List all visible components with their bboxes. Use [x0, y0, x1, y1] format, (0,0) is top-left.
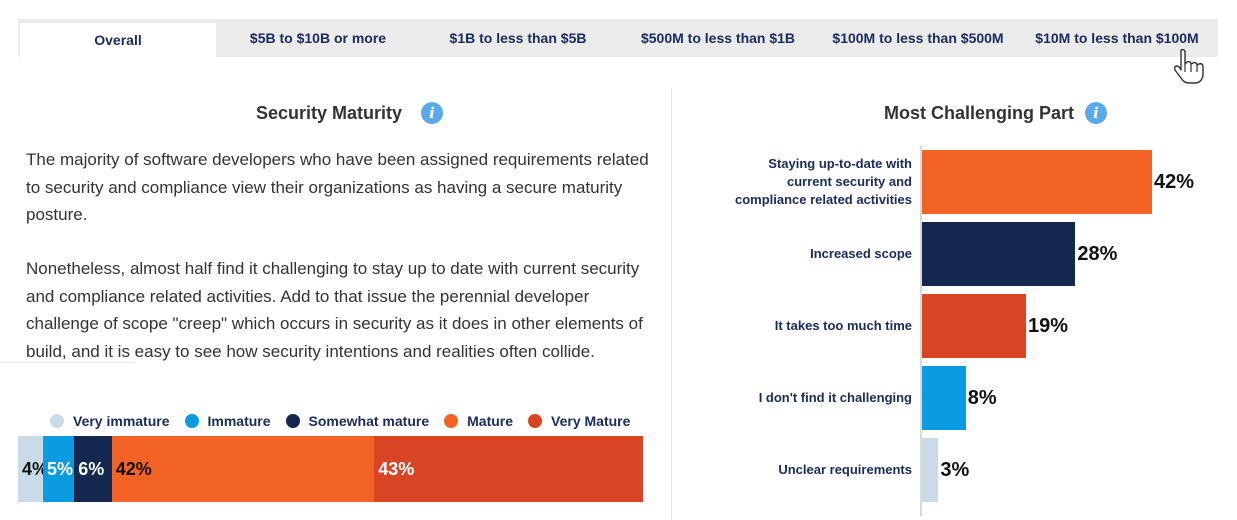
category-label-line: compliance related activities [734, 192, 912, 207]
stack-segment[interactable]: 4% [18, 436, 48, 502]
panel-divider [671, 88, 672, 520]
legend-swatch [285, 414, 300, 428]
maturity-stacked-bar: 4% 5% 6% 42% 43% [18, 436, 643, 502]
legend-label: Very immature [73, 413, 170, 429]
segment-value-label: 42% [115, 459, 152, 479]
segment-value-label: 4% [22, 459, 49, 479]
bar-value-label: 19% [1028, 315, 1069, 337]
info-icon[interactable]: i [1085, 102, 1107, 124]
category-label: Increased scope [700, 245, 912, 263]
category-label: I don't find it challenging [700, 389, 912, 407]
stack-segment[interactable]: 42% [111, 436, 375, 502]
bar-value-label: 28% [1077, 243, 1118, 265]
legend-swatch [50, 414, 64, 428]
legend-label: Very Mature [551, 413, 631, 429]
category-label-line: I don't find it challenging [758, 390, 912, 405]
challenge-bar[interactable] [922, 150, 1152, 214]
category-label: Unclear requirements [700, 461, 912, 479]
category-label-line: It takes too much time [774, 318, 912, 333]
maturity-legend: Very immature Immature Somewhat mature Matu… [50, 411, 645, 431]
tab-500m-to-1b[interactable]: $500M to less than $1B [640, 30, 796, 46]
tab-overall[interactable]: Overall [20, 21, 216, 59]
tab-10m-to-100m[interactable]: $10M to less than $100M [1035, 30, 1199, 46]
legend-label: Mature [467, 413, 514, 429]
challenge-bar[interactable] [922, 222, 1076, 286]
legend-item[interactable]: Very Mature [528, 413, 630, 429]
challenge-bar[interactable] [922, 294, 1027, 358]
challenge-bar[interactable] [922, 366, 966, 430]
bar-value-label: 3% [940, 459, 970, 481]
filter-tabs: Overall $5B to $10B or more $1B to less … [18, 19, 1218, 59]
challenge-bar[interactable] [922, 438, 939, 502]
legend-swatch [444, 414, 459, 428]
intro-paragraph: The majority of software developers who … [26, 150, 649, 224]
challenging-part-title: Most Challenging Part [884, 103, 1075, 123]
segment-value-label: 5% [47, 459, 74, 479]
stack-segment[interactable]: 6% [74, 436, 112, 502]
bar-value-label: 8% [967, 387, 997, 409]
legend-item[interactable]: Somewhat mature [285, 413, 430, 429]
legend-item[interactable]: Mature [444, 413, 513, 429]
security-maturity-title: Security Maturity [256, 103, 403, 123]
category-label-line: current security and [787, 174, 912, 189]
legend-swatch [184, 414, 199, 428]
category-label: It takes too much time [700, 317, 912, 335]
tab-1b-to-5b[interactable]: $1B to less than $5B [449, 30, 587, 46]
divider-line [0, 362, 135, 363]
legend-item[interactable]: Very immature [50, 413, 170, 429]
detail-paragraph: Nonetheless, almost half find it challen… [26, 259, 643, 361]
hand-pointer-icon [1173, 48, 1204, 84]
segment-value-label: 6% [78, 459, 105, 479]
category-label-line: Increased scope [810, 246, 912, 261]
stack-segment[interactable]: 5% [43, 436, 75, 502]
category-label-line: Staying up-to-date with [768, 156, 912, 171]
segment-value-label: 43% [378, 459, 415, 479]
legend-item[interactable]: Immature [184, 413, 271, 429]
tab-5b-to-10b[interactable]: $5B to $10B or more [249, 30, 387, 46]
legend-label: Immature [207, 413, 271, 429]
category-label: Staying up-to-date with current security … [700, 155, 912, 209]
category-label-line: Unclear requirements [778, 462, 912, 477]
legend-label: Somewhat mature [308, 413, 430, 429]
legend-swatch [528, 414, 543, 428]
info-icon[interactable]: i [421, 102, 443, 124]
tab-100m-to-500m[interactable]: $100M to less than $500M [832, 30, 1004, 46]
stack-segment[interactable]: 43% [374, 436, 643, 502]
bar-axis [920, 146, 922, 516]
bar-value-label: 42% [1154, 171, 1195, 193]
